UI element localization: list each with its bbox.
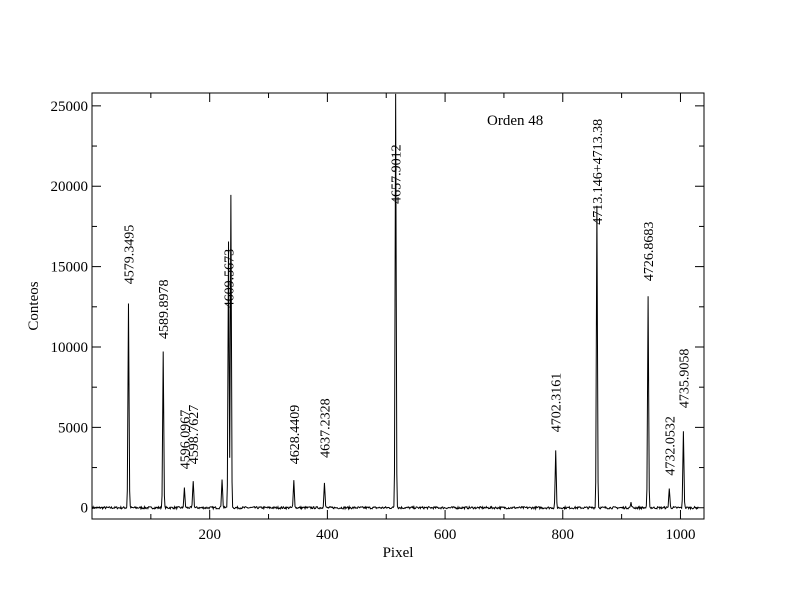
peak-label: 4732.0532: [663, 416, 678, 476]
peak-label: 4596.0967: [178, 410, 193, 470]
peak-label: 4726.8683: [642, 222, 657, 282]
axis-tick-labels: 200 400 600 800 1000050001000015000200002500…: [51, 99, 696, 543]
peak-label: 4579.3495: [123, 225, 138, 285]
peak-label: 4589.8978: [157, 280, 172, 340]
peak-label: 4637.2328: [318, 398, 333, 458]
x-tick-label: 200: [198, 527, 221, 543]
x-tick-label: 1000: [665, 527, 695, 543]
peak-label: 4735.9058: [677, 349, 692, 409]
spectrum-line: [92, 93, 699, 511]
y-tick-label: 15000: [51, 260, 89, 276]
peak-label: 4657.9012: [390, 144, 405, 204]
x-axis-title: Pixel: [383, 545, 414, 561]
peak-label: 4702.3161: [550, 373, 565, 433]
y-tick-label: 0: [81, 501, 89, 517]
x-tick-label: 600: [434, 527, 457, 543]
order-annotation: Orden 48: [487, 113, 543, 129]
peak-label: 4609.5673: [223, 249, 238, 309]
y-tick-label: 20000: [51, 179, 89, 195]
x-tick-label: 800: [552, 527, 575, 543]
y-tick-label: 25000: [51, 99, 89, 115]
peak-label: 4628.4409: [288, 405, 303, 465]
plot-area: [91, 92, 705, 520]
x-tick-label: 400: [316, 527, 339, 543]
y-axis-title: Conteos: [26, 281, 42, 330]
y-tick-label: 10000: [51, 340, 89, 356]
peak-label: 4598.7627: [187, 405, 202, 465]
peak-label: 4713.146+4713.38: [591, 119, 606, 225]
y-tick-label: 5000: [58, 420, 88, 436]
